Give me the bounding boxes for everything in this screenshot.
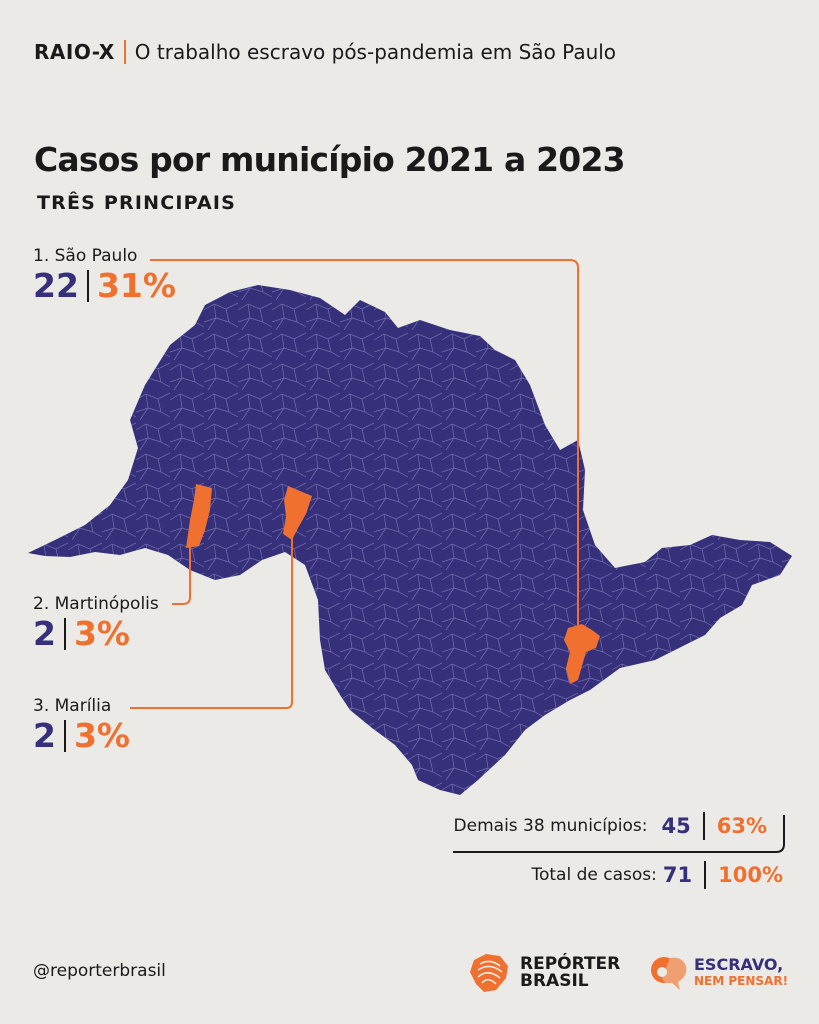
callout-marilia: 3. Marília 2 3% — [33, 696, 130, 755]
speech-bubble-icon — [651, 957, 687, 990]
cases-value: 2 — [33, 716, 56, 755]
logo2-text: ESCRAVO, NEM PENSAR! — [694, 955, 789, 988]
municipality-sao-paulo — [564, 624, 600, 684]
municipality-marilia — [283, 486, 312, 540]
fingerprint-map-icon — [470, 954, 508, 992]
leader-line-marilia — [130, 534, 293, 709]
kicker-text: O trabalho escravo pós-pandemia em São P… — [134, 40, 617, 64]
summary-total: Total de casos: 71 100% — [531, 861, 783, 889]
page-subtitle: TRÊS PRINCIPAIS — [37, 192, 237, 214]
summary-bracket — [453, 815, 785, 853]
escravo-nem-pensar-logo: ESCRAVO, NEM PENSAR! — [648, 952, 788, 992]
leader-line-sao-paulo — [150, 259, 579, 634]
callout-values: 2 3% — [33, 614, 159, 653]
header-kicker: RAIO-X O trabalho escravo pós-pandemia e… — [34, 40, 616, 64]
logo1-line1: REPÓRTER — [520, 954, 621, 974]
others-label: Demais 38 municípios: — [453, 816, 648, 836]
callout-values: 22 31% — [33, 266, 176, 305]
callout-sao-paulo: 1. São Paulo 22 31% — [33, 246, 176, 305]
summary-divider — [702, 812, 705, 840]
logo1-text: REPÓRTER BRASIL — [520, 956, 620, 990]
cases-value: 2 — [33, 614, 56, 653]
municipality-martinopolis — [186, 484, 212, 548]
share-value: 3% — [73, 614, 130, 653]
callout-values: 2 3% — [33, 716, 130, 755]
share-value: 31% — [96, 266, 176, 305]
summary-divider — [704, 861, 707, 889]
logo2-line1: ESCRAVO, — [694, 955, 784, 974]
reporter-brasil-logo: REPÓRTER BRASIL — [466, 950, 620, 996]
callout-label: 1. São Paulo — [33, 246, 138, 266]
page-title: Casos por município 2021 a 2023 — [34, 140, 626, 179]
leader-line-martinopolis — [172, 546, 191, 605]
total-label: Total de casos: — [531, 865, 657, 885]
value-divider — [63, 719, 66, 752]
logo2-line2: NEM PENSAR! — [694, 974, 789, 988]
total-cases: 71 — [662, 863, 693, 887]
total-share: 100% — [718, 863, 783, 887]
others-share: 63% — [716, 814, 767, 838]
callout-martinopolis: 2. Martinópolis 2 3% — [33, 594, 159, 653]
callout-label: 3. Marília — [33, 696, 112, 716]
value-divider — [63, 617, 66, 650]
kicker-strong: RAIO-X — [34, 40, 115, 64]
share-value: 3% — [73, 716, 130, 755]
summary-others: Demais 38 municípios: 45 63% — [454, 812, 767, 840]
kicker-divider — [123, 40, 126, 64]
municipal-borders — [28, 285, 792, 795]
cases-value: 22 — [33, 266, 79, 305]
value-divider — [86, 269, 89, 302]
logo1-line2: BRASIL — [520, 971, 589, 991]
others-cases: 45 — [661, 814, 691, 838]
social-handle: @reporterbrasil — [33, 961, 166, 981]
callout-label: 2. Martinópolis — [33, 594, 159, 614]
